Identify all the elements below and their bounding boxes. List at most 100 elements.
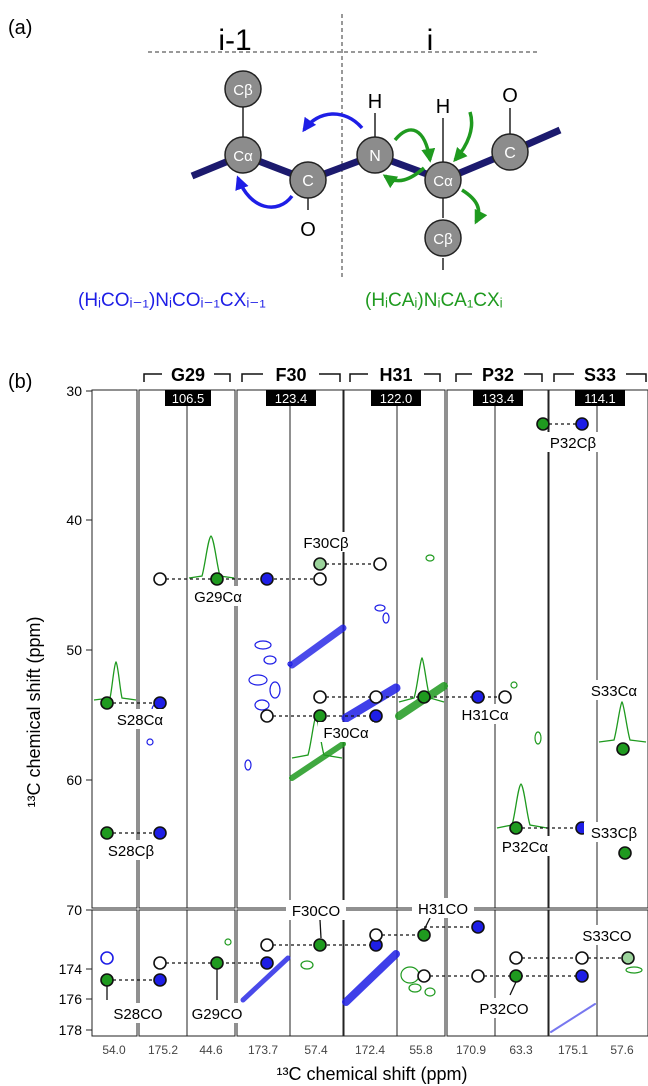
peak-f30ca-green <box>313 709 327 723</box>
label-h31ca: H31Cα <box>461 707 508 724</box>
peak-s28ca-blue <box>153 696 167 710</box>
badge-h31: 122.0 <box>380 391 413 406</box>
y-tick-174: 174 <box>59 961 83 977</box>
residue-current-header: i <box>427 24 434 57</box>
peak-s28co-blue <box>153 973 167 987</box>
label-f30ca: F30Cα <box>323 725 369 742</box>
peak-h31co-blue <box>471 920 485 934</box>
residue-p32: P32 <box>482 365 514 385</box>
peak-g29ca-blue <box>260 572 274 586</box>
strips-bottom <box>91 909 648 1037</box>
x-tick-10: 175.1 <box>558 1043 588 1057</box>
atom-c <box>491 133 529 171</box>
arrow-co-to-ca-prev <box>235 175 294 209</box>
y-tick-40: 40 <box>66 512 82 528</box>
atom-o: O <box>502 85 518 107</box>
arrow-ca-to-n <box>382 166 426 189</box>
x-tick-7: 55.8 <box>409 1043 433 1057</box>
atom-ca-label: Cα <box>433 173 453 190</box>
diagonal-blue-h31 <box>341 683 401 723</box>
peak-g29ca-green <box>210 572 224 586</box>
diagonal-blue-co-3 <box>550 1003 596 1033</box>
peak-open-1 <box>153 572 167 586</box>
badge-s33: 114.1 <box>584 391 616 406</box>
panel-a-label: (a) <box>8 17 32 39</box>
label-p32ca: P32Cα <box>502 839 549 856</box>
noise-contours <box>146 554 643 997</box>
y-tick-60: 60 <box>66 772 82 788</box>
x-tick-5: 57.4 <box>304 1043 328 1057</box>
strip-top-1 <box>91 389 138 909</box>
label-pointers <box>106 917 517 1000</box>
label-g29co: G29CO <box>192 1006 243 1023</box>
transfer-arrows <box>235 111 488 225</box>
residue-f30: F30 <box>275 365 306 385</box>
label-s33co: S33CO <box>582 928 631 945</box>
diagonals <box>240 624 596 1033</box>
panel-b: (b) <box>8 363 648 1084</box>
label-f30cb: F30Cβ <box>303 535 349 552</box>
strip-bottom-5 <box>289 909 344 1037</box>
x-ticks: 54.0 175.2 44.6 173.7 57.4 172.4 55.8 17… <box>102 1043 634 1057</box>
label-s33cb: S33Cβ <box>591 825 638 842</box>
peak-open-7 <box>153 956 167 970</box>
peak-f30ca-blue <box>369 709 383 723</box>
strips-top <box>91 389 648 909</box>
peak-open-6 <box>260 709 274 723</box>
atom-c-label: C <box>504 145 516 162</box>
strip-top-11 <box>596 389 648 909</box>
peak-g29co-green <box>210 956 224 970</box>
atom-cb <box>424 219 462 257</box>
peak-f30co-green <box>313 938 327 952</box>
panel-a: (a) i-1 i Cβ Cα C O N H <box>8 14 562 311</box>
y-tick-178: 178 <box>59 1022 83 1038</box>
strip-top-9 <box>494 389 549 909</box>
arrow-n-to-ca <box>393 128 436 163</box>
residue-g29: G29 <box>171 365 205 385</box>
peak-open-13 <box>575 951 589 965</box>
caption-blue: (HᵢCOᵢ₋₁)NᵢCOᵢ₋₁CXᵢ₋₁ <box>78 290 266 311</box>
label-p32cb: P32Cβ <box>550 435 597 452</box>
peak-h31co-green <box>417 928 431 942</box>
atom-cb-prev <box>224 70 262 108</box>
atom-h-ca: H <box>436 96 450 118</box>
y-tick-70: 70 <box>66 902 82 918</box>
label-s28co: S28CO <box>113 1006 162 1023</box>
badge-g29: 106.5 <box>172 391 205 406</box>
badge-p32: 133.4 <box>482 391 515 406</box>
n-shift-badges: 106.5 123.4 122.0 133.4 114.1 <box>165 390 625 406</box>
peak-f30cb-green <box>313 557 327 571</box>
y-axis: 30 40 50 60 70 174 176 178 <box>59 383 92 1038</box>
peak-p32cb-green <box>536 417 550 431</box>
strip-top-7 <box>396 389 446 909</box>
arrow-ca-to-cb <box>461 188 488 225</box>
peak-s33ca-green <box>616 742 630 756</box>
atom-n-label: N <box>369 148 381 165</box>
peak-open-12 <box>509 951 523 965</box>
y-tick-30: 30 <box>66 383 82 399</box>
atom-ca-prev <box>224 136 262 174</box>
label-f30co: F30CO <box>292 903 340 920</box>
caption-green: (HᵢCAᵢ)NᵢCA₁CXᵢ <box>365 290 503 311</box>
bonds <box>242 106 511 270</box>
atom-ca <box>424 161 462 199</box>
peak-p32ca-green <box>509 821 523 835</box>
peak-open-8 <box>260 938 274 952</box>
x-tick-1: 54.0 <box>102 1043 126 1057</box>
strip-top-3 <box>186 389 236 909</box>
peak-h31ca-green <box>417 690 431 704</box>
peak-open-5 <box>498 690 512 704</box>
panel-b-label: (b) <box>8 371 32 393</box>
atom-n <box>356 136 394 174</box>
strip-top-10 <box>548 389 598 909</box>
x-tick-11: 57.6 <box>610 1043 634 1057</box>
diagonal-blue-co-1 <box>240 955 291 1003</box>
peak-open-9 <box>369 928 383 942</box>
peak-p32co-green <box>509 969 523 983</box>
peak-open-10 <box>417 969 431 983</box>
atom-c-prev-label: C <box>302 173 314 190</box>
label-p32co: P32CO <box>479 1001 528 1018</box>
atom-o-prev: O <box>300 219 316 241</box>
peak-s28cb-blue <box>153 826 167 840</box>
